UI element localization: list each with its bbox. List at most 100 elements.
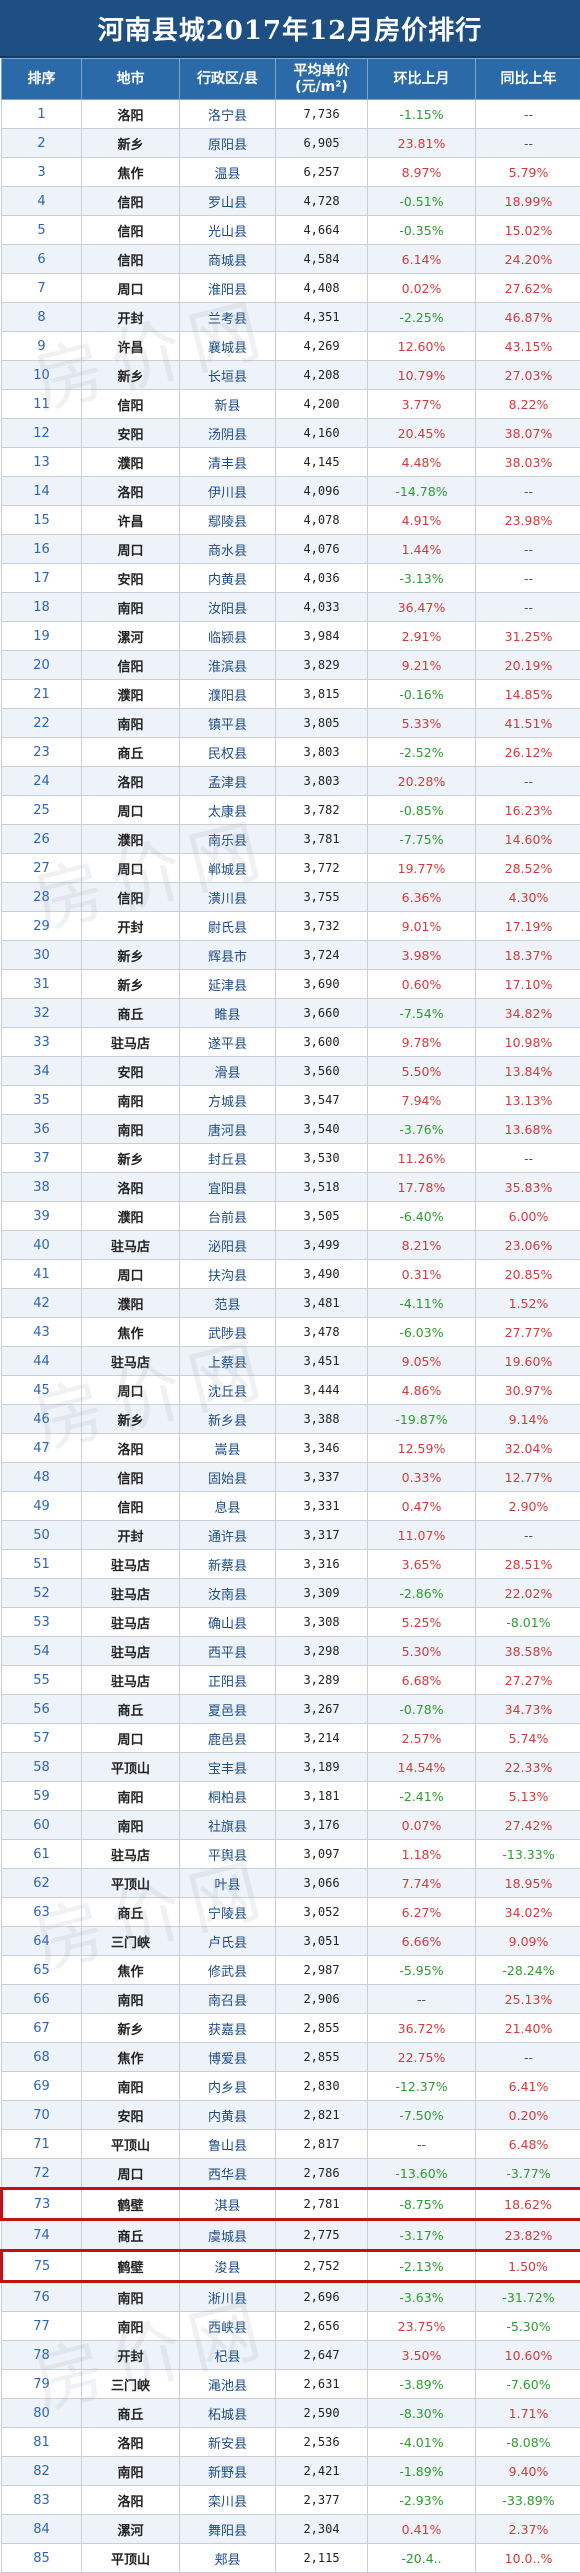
- city-cell: 南阳: [82, 1115, 180, 1144]
- city-cell: 周口: [82, 796, 180, 825]
- yoy-change-cell: 25.13%: [476, 1985, 580, 2014]
- yoy-change-cell: -3.77%: [476, 2159, 580, 2189]
- county-cell: 镇平县: [180, 709, 276, 738]
- yoy-change-cell: 23.06%: [476, 1231, 580, 1260]
- mom-change-cell: 8.21%: [368, 1231, 476, 1260]
- city-cell: 驻马店: [82, 1347, 180, 1376]
- county-cell: 上蔡县: [180, 1347, 276, 1376]
- county-cell: 西华县: [180, 2159, 276, 2189]
- mom-change-cell: 3.98%: [368, 941, 476, 970]
- mom-change-cell: 6.27%: [368, 1898, 476, 1927]
- price-cell: 4,664: [276, 216, 368, 245]
- city-cell: 焦作: [82, 2043, 180, 2072]
- county-cell: 鄢陵县: [180, 506, 276, 535]
- yoy-change-cell: 12.77%: [476, 1463, 580, 1492]
- price-cell: 3,560: [276, 1057, 368, 1086]
- mom-change-cell: -6.03%: [368, 1318, 476, 1347]
- rank-cell: 85: [2, 2544, 82, 2573]
- mom-change-cell: -12.37%: [368, 2072, 476, 2101]
- county-cell: 固始县: [180, 1463, 276, 1492]
- rank-cell: 8: [2, 303, 82, 332]
- price-cell: 3,051: [276, 1927, 368, 1956]
- city-cell: 驻马店: [82, 1840, 180, 1869]
- city-cell: 周口: [82, 854, 180, 883]
- price-cell: 3,690: [276, 970, 368, 999]
- city-cell: 濮阳: [82, 1289, 180, 1318]
- rank-cell: 33: [2, 1028, 82, 1057]
- rank-cell: 6: [2, 245, 82, 274]
- price-cell: 4,160: [276, 419, 368, 448]
- price-cell: 3,316: [276, 1550, 368, 1579]
- rank-cell: 82: [2, 2457, 82, 2486]
- rank-cell: 83: [2, 2486, 82, 2515]
- mom-change-cell: 0.60%: [368, 970, 476, 999]
- city-cell: 开封: [82, 1521, 180, 1550]
- city-cell: 焦作: [82, 1318, 180, 1347]
- rank-cell: 4: [2, 187, 82, 216]
- city-cell: 驻马店: [82, 1028, 180, 1057]
- mom-change-cell: 0.33%: [368, 1463, 476, 1492]
- county-cell: 尉氏县: [180, 912, 276, 941]
- county-cell: 渑池县: [180, 2370, 276, 2399]
- mom-change-cell: 3.50%: [368, 2341, 476, 2370]
- city-cell: 濮阳: [82, 680, 180, 709]
- yoy-change-cell: 16.23%: [476, 796, 580, 825]
- yoy-change-cell: --: [476, 1144, 580, 1173]
- mom-change-cell: -8.30%: [368, 2399, 476, 2428]
- yoy-change-cell: 28.51%: [476, 1550, 580, 1579]
- county-cell: 鲁山县: [180, 2130, 276, 2159]
- city-cell: 南阳: [82, 709, 180, 738]
- yoy-change-cell: 8.22%: [476, 390, 580, 419]
- rank-cell: 30: [2, 941, 82, 970]
- mom-change-cell: -4.11%: [368, 1289, 476, 1318]
- rank-cell: 14: [2, 477, 82, 506]
- city-cell: 驻马店: [82, 1579, 180, 1608]
- mom-change-cell: 9.78%: [368, 1028, 476, 1057]
- rank-cell: 59: [2, 1782, 82, 1811]
- price-cell: 2,631: [276, 2370, 368, 2399]
- yoy-change-cell: 9.09%: [476, 1927, 580, 1956]
- city-cell: 洛阳: [82, 767, 180, 796]
- yoy-change-cell: 9.40%: [476, 2457, 580, 2486]
- yoy-change-cell: 5.13%: [476, 1782, 580, 1811]
- price-cell: 3,732: [276, 912, 368, 941]
- county-cell: 栾川县: [180, 2486, 276, 2515]
- county-cell: 平舆县: [180, 1840, 276, 1869]
- yoy-change-cell: --: [476, 100, 580, 129]
- mom-change-cell: 2.91%: [368, 622, 476, 651]
- city-cell: 南阳: [82, 593, 180, 622]
- city-cell: 开封: [82, 303, 180, 332]
- mom-change-cell: 6.68%: [368, 1666, 476, 1695]
- rank-cell: 74: [2, 2220, 82, 2251]
- county-cell: 武陟县: [180, 1318, 276, 1347]
- rank-cell: 61: [2, 1840, 82, 1869]
- county-cell: 原阳县: [180, 129, 276, 158]
- county-cell: 嵩县: [180, 1434, 276, 1463]
- price-cell: 4,584: [276, 245, 368, 274]
- price-cell: 2,377: [276, 2486, 368, 2515]
- mom-change-cell: -7.75%: [368, 825, 476, 854]
- yoy-change-cell: -28.24%: [476, 1956, 580, 1985]
- price-cell: 3,660: [276, 999, 368, 1028]
- yoy-change-cell: 14.85%: [476, 680, 580, 709]
- rank-cell: 78: [2, 2341, 82, 2370]
- price-cell: 4,408: [276, 274, 368, 303]
- mom-change-cell: -0.78%: [368, 1695, 476, 1724]
- yoy-change-cell: 38.58%: [476, 1637, 580, 1666]
